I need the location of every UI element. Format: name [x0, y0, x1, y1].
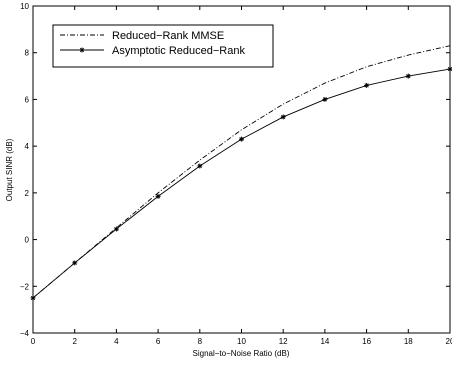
- x-tick-label: 8: [198, 337, 203, 346]
- x-tick-label: 6: [156, 337, 161, 346]
- x-tick-label: 20: [446, 337, 452, 346]
- x-axis-title: Signal−to−Noise Ratio (dB): [193, 349, 290, 358]
- data-point-marker: [405, 73, 411, 79]
- x-tick-label: 16: [362, 337, 371, 346]
- y-tick-label: −2: [20, 282, 30, 291]
- x-tick-label: 4: [114, 337, 119, 346]
- legend-label-reduced-rank-mmse: Reduced−Rank MMSE: [112, 30, 224, 42]
- data-point-marker: [364, 82, 370, 88]
- data-point-marker: [72, 260, 78, 266]
- y-tick-label: 2: [25, 189, 30, 198]
- legend: Reduced−Rank MMSE Asymptotic Reduced−Ran…: [52, 24, 274, 68]
- data-point-marker: [113, 226, 119, 232]
- data-point-marker: [447, 66, 452, 72]
- x-tick-label: 18: [404, 337, 413, 346]
- data-point-marker: [197, 163, 203, 169]
- data-point-marker: [280, 114, 286, 120]
- series-line-1: [32, 45, 451, 299]
- y-tick-label: −4: [20, 329, 30, 338]
- legend-box: [52, 24, 274, 68]
- data-point-marker: [155, 193, 161, 199]
- data-point-marker: [239, 136, 244, 142]
- x-tick-label: 12: [279, 337, 288, 346]
- y-axis-title: Output SINR (dB): [5, 138, 14, 201]
- y-tick-label: 8: [25, 49, 30, 58]
- legend-marker-asterisk: [79, 47, 85, 53]
- x-tick-label: 2: [72, 337, 77, 346]
- y-tick-label: 6: [25, 95, 30, 104]
- y-tick-label: 0: [25, 236, 30, 245]
- x-tick-label: 14: [320, 337, 329, 346]
- data-point-marker: [30, 295, 36, 301]
- data-point-marker: [322, 96, 328, 102]
- y-tick-label: 4: [25, 142, 30, 151]
- x-tick-label: 10: [237, 337, 246, 346]
- y-tick-label: 10: [20, 2, 29, 11]
- x-tick-label: 0: [31, 337, 36, 346]
- legend-label-asymptotic-reduced-rank: Asymptotic Reduced−Rank: [112, 45, 245, 57]
